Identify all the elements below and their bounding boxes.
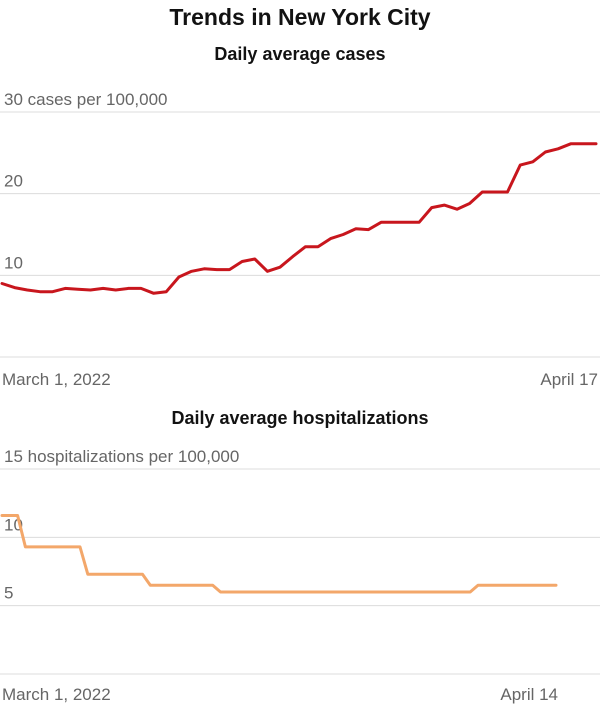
cases-y-tick-label: 30 cases per 100,000: [4, 90, 168, 109]
hospitalizations-x-start-label: March 1, 2022: [2, 685, 111, 704]
cases-y-tick-label: 20: [4, 172, 23, 191]
main-title: Trends in New York City: [169, 4, 431, 30]
hospitalizations-series-line: [0, 514, 558, 594]
cases-chart-title: Daily average cases: [214, 44, 386, 64]
hospitalizations-chart-title: Daily average hospitalizations: [171, 408, 429, 428]
hospitalizations-y-tick-label: 5: [4, 584, 13, 603]
hospitalizations-y-tick-label: 15 hospitalizations per 100,000: [4, 447, 239, 466]
cases-x-start-label: March 1, 2022: [2, 370, 111, 389]
cases-chart: 10 20 30 cases per 100,000 March 1, 2022 Apr…: [0, 90, 600, 389]
cases-series-line: [0, 142, 598, 295]
cases-y-tick-label: 10: [4, 253, 23, 272]
hospitalizations-x-end-label: April 14: [500, 685, 558, 704]
cases-x-end-label: April 17: [540, 370, 598, 389]
